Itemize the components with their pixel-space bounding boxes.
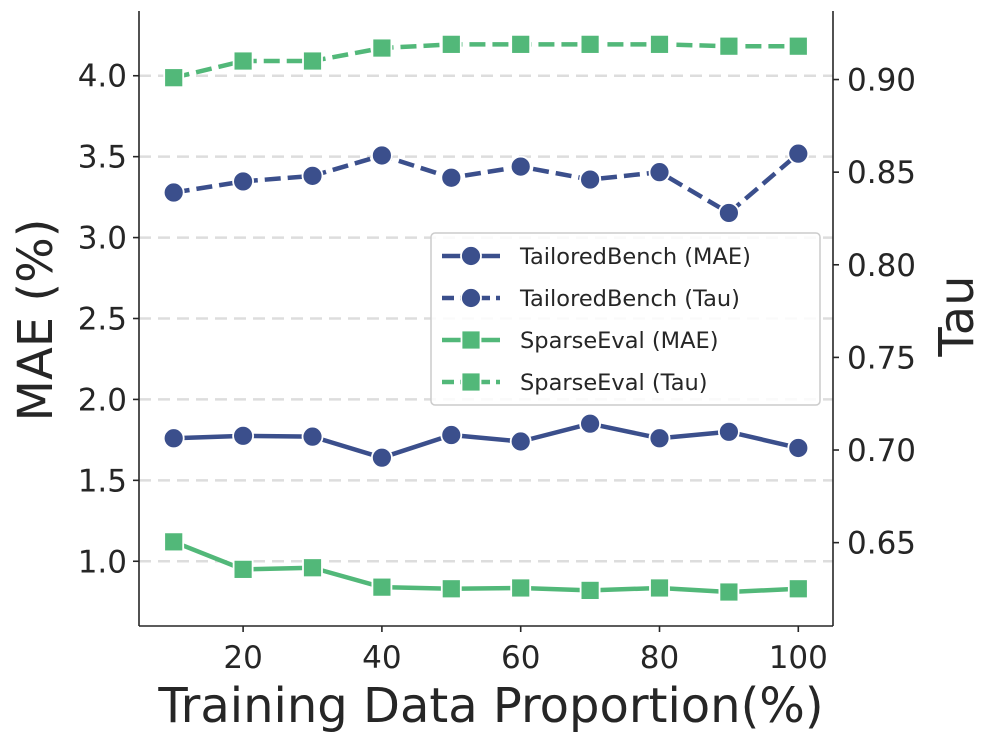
- legend-label: SparseEval (Tau): [520, 370, 708, 396]
- legend-label: SparseEval (MAE): [520, 328, 718, 354]
- y-left-tick-label: 1.0: [78, 544, 127, 580]
- y-right-tick-label: 0.90: [847, 63, 916, 99]
- legend-marker-3: [460, 371, 482, 393]
- ticks: 1.0 1.5 2.0 2.5 3.0 3.5 4.0 0.65 0.70 0.75 0.80 0.8…: [78, 59, 916, 676]
- data-point-3-9: [787, 35, 809, 57]
- y-left-tick-label: 4.0: [78, 59, 127, 95]
- legend-label: TailoredBench (MAE): [519, 244, 751, 270]
- data-point-0-4: [440, 424, 463, 446]
- data-point-1-6: [579, 168, 601, 191]
- data-point-3-4: [440, 33, 462, 55]
- data-point-0-6: [579, 412, 601, 435]
- data-point-3-7: [649, 33, 670, 55]
- data-point-2-7: [649, 577, 670, 599]
- data-point-1-1: [232, 170, 255, 193]
- data-point-1-8: [718, 202, 740, 224]
- data-point-2-1: [232, 558, 254, 580]
- series-line-3: [173, 42, 799, 80]
- data-point-0-8: [718, 420, 740, 443]
- data-point-1-5: [509, 155, 532, 178]
- data-point-1-3: [370, 144, 393, 167]
- data-point-0-9: [787, 437, 810, 459]
- y-left-tick-label: 2.5: [78, 302, 127, 338]
- legend-items: TailoredBench (MAE) TailoredBench (Tau) Sp…: [442, 244, 751, 396]
- legend: TailoredBench (MAE) TailoredBench (Tau) Sp…: [430, 232, 821, 406]
- series-0: [162, 412, 810, 469]
- data-point-2-4: [440, 578, 462, 600]
- x-tick-label: 60: [501, 640, 540, 676]
- series-layer: [162, 33, 810, 603]
- data-point-2-3: [371, 576, 393, 598]
- data-point-2-9: [787, 578, 809, 600]
- series-1: [162, 142, 810, 224]
- series-line-1: [173, 151, 800, 216]
- data-point-3-2: [302, 50, 323, 72]
- data-point-0-7: [648, 427, 671, 450]
- x-tick-label: 100: [769, 640, 828, 676]
- data-point-0-0: [162, 427, 185, 450]
- data-point-1-4: [440, 166, 463, 189]
- legend-marker-0: [460, 245, 482, 267]
- x-tick-label: 40: [362, 640, 401, 676]
- series-2: [163, 531, 809, 603]
- series-line-2: [172, 539, 799, 595]
- x-tick-label: 80: [640, 640, 679, 676]
- data-point-2-6: [579, 579, 601, 601]
- y-right-tick-label: 0.65: [847, 526, 916, 562]
- data-point-0-5: [509, 430, 532, 453]
- data-point-0-3: [370, 446, 393, 469]
- y-right-tick-label: 0.75: [847, 340, 916, 376]
- data-point-2-8: [718, 581, 740, 603]
- y-left-tick-label: 2.0: [78, 382, 127, 418]
- y-right-tick-label: 0.85: [847, 155, 916, 191]
- series-line-0: [173, 421, 799, 460]
- data-point-0-2: [301, 425, 324, 448]
- x-tick-label: 20: [223, 640, 262, 676]
- data-point-1-7: [648, 161, 671, 184]
- data-point-1-9: [787, 142, 810, 165]
- data-point-3-6: [579, 33, 601, 55]
- data-point-1-0: [162, 181, 185, 204]
- data-point-1-2: [301, 164, 324, 187]
- legend-marker-1: [460, 287, 482, 309]
- series-3: [163, 33, 809, 89]
- y-axis-right-title: Tau: [929, 275, 985, 357]
- y-axis-left-title: MAE (%): [8, 219, 64, 422]
- legend-box: [430, 232, 821, 406]
- data-point-2-5: [510, 577, 532, 599]
- data-point-3-8: [718, 35, 740, 57]
- y-left-tick-label: 3.5: [78, 140, 127, 176]
- legend-marker-2: [460, 329, 482, 351]
- y-left-tick-label: 3.0: [78, 221, 127, 257]
- y-left-tick-label: 1.5: [78, 463, 127, 499]
- y-right-tick-label: 0.70: [847, 433, 916, 469]
- data-point-3-0: [163, 67, 185, 89]
- data-point-3-1: [232, 50, 254, 72]
- legend-label: TailoredBench (Tau): [519, 286, 740, 312]
- y-right-tick-label: 0.80: [847, 248, 916, 284]
- data-point-3-5: [510, 33, 532, 55]
- data-point-2-0: [163, 531, 185, 553]
- data-point-0-1: [232, 424, 255, 447]
- data-point-2-2: [302, 557, 323, 579]
- x-axis-title: Training Data Proportion(%): [157, 678, 823, 734]
- data-point-3-3: [371, 37, 393, 59]
